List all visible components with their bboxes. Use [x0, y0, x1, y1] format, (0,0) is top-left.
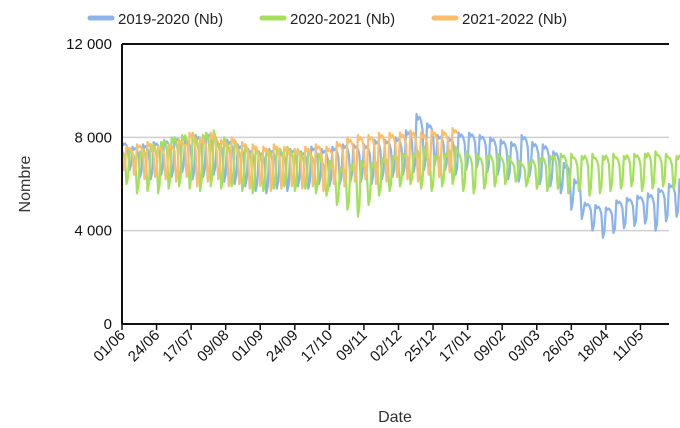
- x-tick-label: 17/10: [298, 327, 337, 366]
- y-axis-title: Nombre: [17, 155, 34, 212]
- y-tick-label: 0: [104, 316, 112, 333]
- x-tick-label: 09/11: [333, 327, 371, 365]
- x-tick-label: 01/09: [229, 327, 268, 366]
- x-tick-label: 11/05: [609, 327, 647, 365]
- x-tick-label: 17/01: [436, 327, 475, 366]
- x-tick-label: 02/12: [367, 327, 406, 366]
- x-tick-label: 09/02: [470, 327, 509, 366]
- x-tick-label: 24/09: [263, 327, 302, 366]
- y-tick-label: 4 000: [74, 223, 112, 240]
- legend-label-3: 2021-2022 (Nb): [462, 11, 567, 28]
- series-lines: [120, 112, 680, 239]
- y-tick-label: 8 000: [74, 129, 112, 146]
- x-tick-label: 09/08: [194, 327, 233, 366]
- y-tick-label: 12 000: [66, 36, 112, 53]
- x-tick-label: 24/06: [125, 327, 164, 366]
- legend-label-2: 2020-2021 (Nb): [290, 11, 395, 28]
- legend: 2019-2020 (Nb) 2020-2021 (Nb) 2021-2022 (N…: [87, 11, 567, 28]
- x-tick-label: 17/07: [159, 327, 198, 366]
- legend-label-1: 2019-2020 (Nb): [118, 11, 223, 28]
- x-tick-label: 03/03: [505, 327, 544, 366]
- x-axis-title: Date: [378, 409, 412, 426]
- x-tick-label: 26/03: [540, 327, 579, 366]
- x-tick-label: 25/12: [401, 327, 440, 366]
- x-tick-label: 18/04: [574, 327, 613, 366]
- series-line-3: [120, 126, 459, 193]
